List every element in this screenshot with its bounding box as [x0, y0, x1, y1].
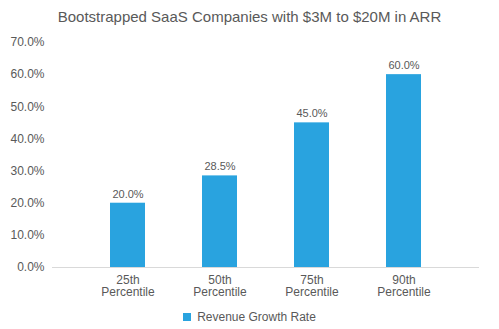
svg-text:40.0%: 40.0%	[10, 132, 44, 146]
svg-text:45.0%: 45.0%	[296, 107, 327, 119]
svg-text:90thPercentile: 90thPercentile	[377, 273, 431, 299]
svg-text:50.0%: 50.0%	[10, 100, 44, 114]
svg-text:60.0%: 60.0%	[10, 67, 44, 81]
svg-text:70.0%: 70.0%	[10, 35, 44, 49]
svg-text:60.0%: 60.0%	[388, 59, 419, 71]
html-text:Revenue Growth Rate: Revenue Growth Rate	[197, 310, 316, 324]
svg-text:0.0%: 0.0%	[17, 260, 45, 274]
html-text:Bootstrapped SaaS Companies wi: Bootstrapped SaaS Companies with $3M to …	[57, 8, 442, 25]
svg-text:20.0%: 20.0%	[112, 188, 143, 200]
svg-text:20.0%: 20.0%	[10, 196, 44, 210]
svg-text:10.0%: 10.0%	[10, 228, 44, 242]
svg-text:28.5%: 28.5%	[204, 160, 235, 172]
svg-text:30.0%: 30.0%	[10, 164, 44, 178]
svg-text:75thPercentile: 75thPercentile	[285, 273, 339, 299]
svg-text:25thPercentile: 25thPercentile	[101, 273, 155, 299]
svg-text:50thPercentile: 50thPercentile	[193, 273, 247, 299]
